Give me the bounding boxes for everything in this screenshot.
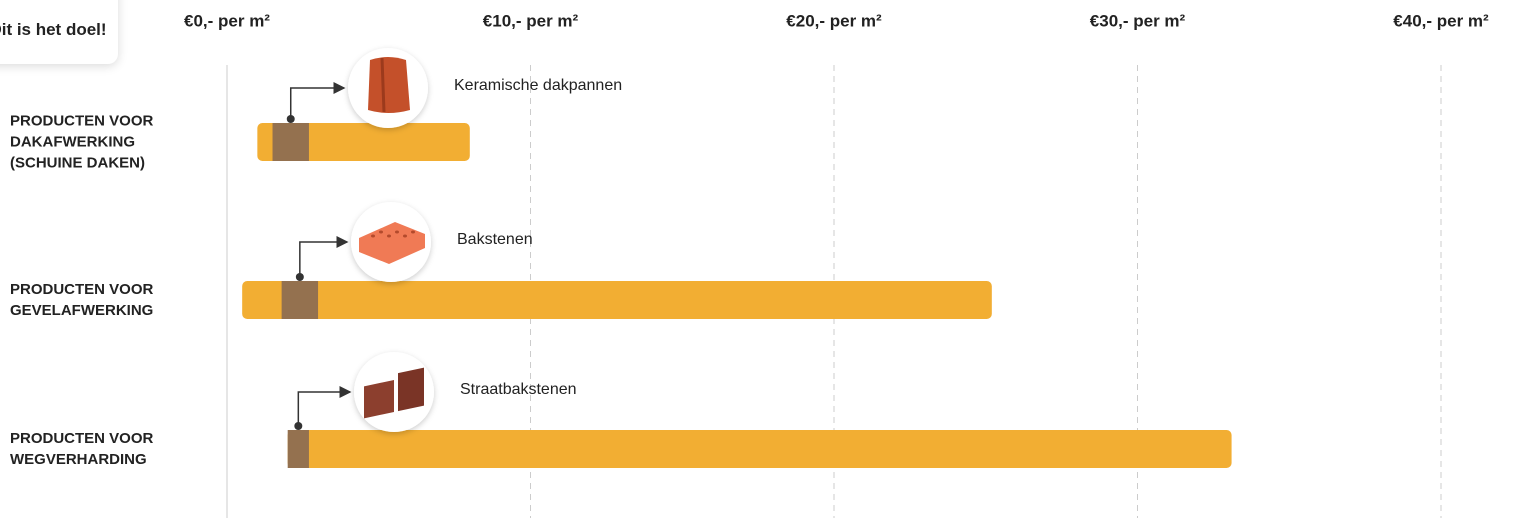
target-marker xyxy=(282,281,318,319)
x-tick-label: €10,- per m² xyxy=(483,11,579,30)
icon xyxy=(411,231,415,234)
range-bar xyxy=(242,281,992,319)
connector xyxy=(298,392,350,426)
category-label: PRODUCTEN VOOR GEVELAFWERKING xyxy=(10,279,210,321)
page: €0,- per m² €10,- per m² €20,- per m² €30,-… xyxy=(0,0,1516,518)
icon xyxy=(382,58,384,112)
icon xyxy=(395,231,399,234)
x-tick-label: €0,- per m² xyxy=(184,11,270,30)
icon xyxy=(379,231,383,234)
icon xyxy=(371,235,375,238)
x-tick-label: €20,- per m² xyxy=(786,11,882,30)
callout: Dit is het doel! xyxy=(0,0,118,64)
connector xyxy=(300,242,347,277)
category-label: PRODUCTEN VOOR WEGVERHARDING xyxy=(10,428,210,470)
x-tick-label: €40,- per m² xyxy=(1393,11,1489,30)
connector xyxy=(291,88,344,119)
icon xyxy=(398,368,424,412)
product-icon xyxy=(368,57,410,113)
range-bar xyxy=(288,430,1232,468)
icon xyxy=(403,235,407,238)
icon xyxy=(387,235,391,238)
target-marker xyxy=(288,430,309,468)
icon xyxy=(368,57,410,113)
callout-text: Dit is het doel! xyxy=(0,18,107,42)
chart: €0,- per m² €10,- per m² €20,- per m² €30,-… xyxy=(0,0,1516,518)
x-tick-label: €30,- per m² xyxy=(1090,11,1186,30)
product-label: Straatbakstenen xyxy=(460,381,577,398)
icon xyxy=(364,380,394,418)
product-label: Bakstenen xyxy=(457,231,533,248)
category-label: PRODUCTEN VOOR DAKAFWERKING (SCHUINE DAK… xyxy=(10,111,210,174)
target-marker xyxy=(273,123,309,161)
product-label: Keramische dakpannen xyxy=(454,77,622,94)
